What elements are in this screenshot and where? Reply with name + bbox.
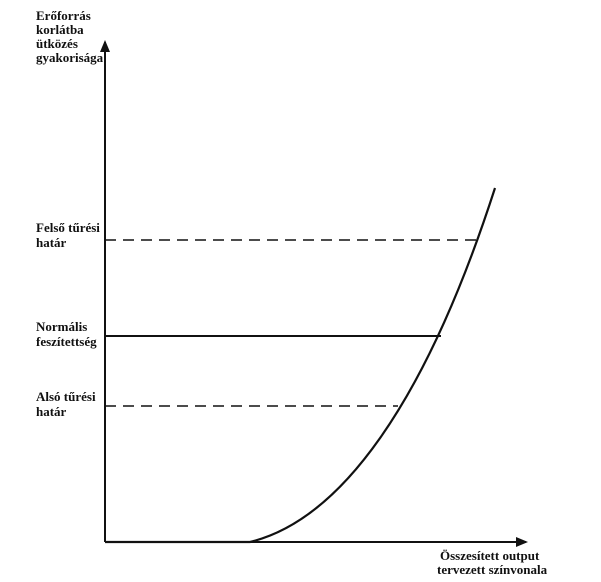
y-axis-label: korlátba: [36, 22, 84, 37]
level-label: Felső tűrési: [36, 220, 100, 235]
y-axis-label: gyakorisága: [36, 50, 104, 65]
y-axis-label: ütközés: [36, 36, 78, 51]
level-label: Normális: [36, 319, 87, 334]
level-label: Alsó tűrési: [36, 389, 96, 404]
level-label: határ: [36, 235, 67, 250]
level-label: feszítettség: [36, 334, 97, 349]
x-axis-label: Összesített output: [440, 548, 540, 563]
y-axis-label: Erőforrás: [36, 8, 91, 23]
curve: [105, 187, 497, 544]
x-axis-label: tervezett színvonala: [437, 562, 548, 577]
level-label: határ: [36, 404, 67, 419]
